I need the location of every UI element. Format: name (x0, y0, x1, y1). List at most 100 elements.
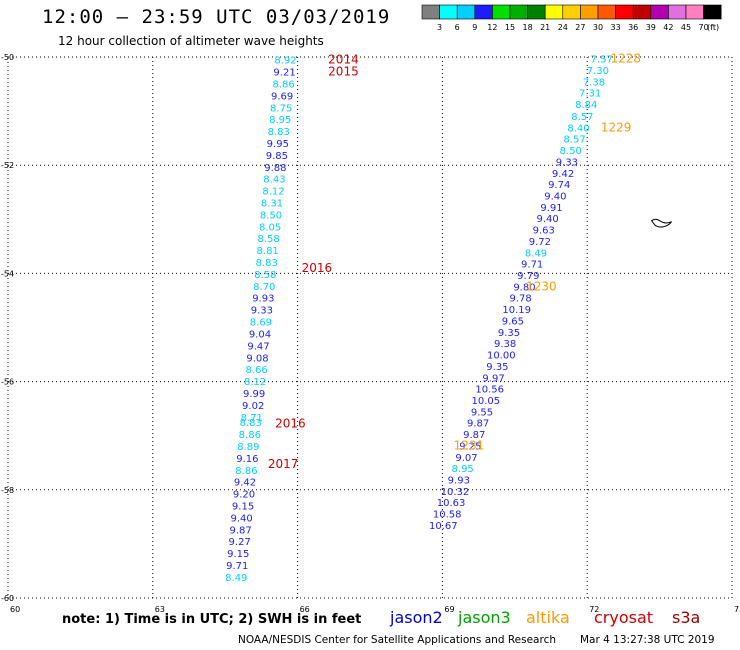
x-tick-label: 69 (444, 605, 454, 614)
altika-swh-point: 9.87 (467, 419, 489, 430)
altika-swh-point: 10.05 (472, 396, 501, 407)
cryosat-swh-point: 8.58 (254, 270, 276, 281)
cryosat-swh-point: 9.42 (234, 478, 256, 489)
x-tick-label: 66 (300, 605, 310, 614)
cryosat-swh-point: 8.86 (235, 466, 257, 477)
colorbar-tick-label: 3 (437, 23, 442, 32)
cryosat-swh-point: 9.20 (233, 490, 255, 501)
altika-swh-point: 8.49 (525, 248, 547, 259)
colorbar-swatch (668, 4, 687, 20)
cryosat-time-label: 2016 (302, 261, 333, 275)
y-tick-label: -54 (1, 269, 14, 278)
colorbar-tick-label: 6 (455, 23, 460, 32)
colorbar-swatch (544, 4, 564, 20)
colorbar-swatch (703, 4, 722, 20)
chart-subtitle: 12 hour collection of altimeter wave hei… (58, 34, 324, 48)
x-tick-label: 75 (734, 605, 740, 614)
cryosat-time-label: 2016 (275, 416, 306, 430)
cryosat-swh-point: 8.50 (260, 210, 282, 221)
credit-text: NOAA/NESDIS Center for Satellite Applica… (238, 634, 556, 646)
altika-swh-point: 9.65 (502, 316, 524, 327)
footer-note: note: 1) Time is in UTC; 2) SWH is in fe… (62, 612, 362, 627)
cryosat-swh-point: 8.83 (256, 258, 278, 269)
island-outline (650, 218, 672, 228)
altika-swh-point: 10.67 (429, 521, 458, 532)
colorbar-swatch (509, 4, 528, 20)
cryosat-swh-point: 8.71 (241, 413, 263, 424)
cryosat-time-label: 2017 (268, 457, 299, 471)
altika-swh-point: 9.35 (498, 328, 520, 339)
colorbar-tick-label: 12 (487, 23, 497, 32)
altika-swh-point: 10.00 (487, 351, 516, 362)
altika-swh-point: 9.79 (517, 271, 539, 282)
altika-swh-point: 9.25 (459, 441, 481, 452)
altika-swh-point: 8.84 (575, 100, 597, 111)
cryosat-swh-point: 8.89 (237, 442, 259, 453)
colorbar-swatch (597, 4, 616, 20)
altika-swh-point: 7.57 (591, 55, 613, 66)
y-tick-label: -50 (1, 53, 14, 62)
altika-swh-point: 10.56 (475, 385, 504, 396)
cryosat-swh-point: 8.83 (268, 127, 290, 138)
colorbar-swatch (650, 4, 669, 20)
altika-swh-point: 9.80 (513, 282, 535, 293)
altika-swh-point: 9.87 (463, 430, 485, 441)
y-tick-label: -52 (1, 161, 14, 170)
colorbar-swatch (492, 4, 511, 20)
altika-swh-point: 9.33 (556, 157, 578, 168)
colorbar-tick-label: 18 (523, 23, 533, 32)
cryosat-swh-point: 9.16 (236, 454, 258, 465)
cryosat-swh-point: 9.40 (230, 513, 252, 524)
altika-swh-point: 9.78 (509, 294, 531, 305)
cryosat-swh-point: 9.33 (251, 306, 273, 317)
colorbar-tick-label: 70 (699, 23, 709, 32)
cryosat-swh-point: 8.43 (263, 175, 285, 186)
altika-time-label: 1231 (454, 438, 485, 452)
cryosat-time-label: 2014 (328, 53, 359, 67)
cryosat-swh-point: 8.95 (269, 115, 291, 126)
cryosat-swh-point: 9.93 (252, 294, 274, 305)
cryosat-swh-point: 8.12 (262, 187, 284, 198)
altika-swh-point: 9.40 (536, 214, 558, 225)
altika-swh-point: 8.57 (564, 135, 586, 146)
colorbar-swatch (456, 4, 476, 20)
cryosat-swh-point: 8.05 (259, 222, 281, 233)
altika-swh-point: 8.40 (567, 123, 589, 134)
cryosat-time-label: 2015 (328, 65, 359, 79)
cryosat-swh-point: 9.04 (249, 329, 271, 340)
colorbar-swatch (580, 4, 599, 20)
cryosat-swh-point: 8.83 (240, 418, 262, 429)
cryosat-swh-point: 8.58 (258, 234, 280, 245)
colorbar-unit-label: (ft) (707, 23, 719, 32)
cryosat-swh-point: 9.15 (232, 501, 254, 512)
colorbar-tick-label: 27 (575, 23, 585, 32)
altika-swh-point: 8.57 (571, 112, 593, 123)
legend-item-cryosat: cryosat (594, 608, 654, 627)
cryosat-swh-point: 9.15 (227, 549, 249, 560)
chart-title: 12:00 – 23:59 UTC 03/03/2019 (42, 6, 391, 28)
y-tick-label: -60 (1, 594, 14, 603)
altika-swh-point: 7.30 (587, 66, 609, 77)
cryosat-swh-point: 8.86 (272, 80, 294, 91)
colorbar-tick-label: 33 (611, 23, 621, 32)
cryosat-swh-point: 9.87 (230, 525, 252, 536)
altika-swh-point: 9.63 (533, 226, 555, 237)
altika-swh-point: 9.55 (471, 407, 493, 418)
altika-swh-point: 9.93 (448, 476, 470, 487)
legend-item-jason2: jason2 (390, 608, 443, 627)
cryosat-swh-point: 8.86 (239, 430, 261, 441)
altika-swh-point: 9.71 (521, 260, 543, 271)
altika-swh-point: 9.07 (455, 453, 477, 464)
colorbar-tick-label: 21 (540, 23, 550, 32)
colorbar-tick-label: 45 (681, 23, 691, 32)
x-tick-label: 60 (10, 605, 20, 614)
cryosat-swh-point: 8.92 (274, 56, 296, 67)
altika-swh-point: 9.91 (540, 203, 562, 214)
altika-swh-point: 7.38 (583, 77, 605, 88)
altika-swh-point: 9.74 (548, 180, 570, 191)
x-tick-label: 63 (155, 605, 165, 614)
colorbar-swatch (632, 4, 652, 20)
cryosat-swh-point: 8.12 (244, 377, 266, 388)
cryosat-swh-point: 8.70 (253, 282, 275, 293)
